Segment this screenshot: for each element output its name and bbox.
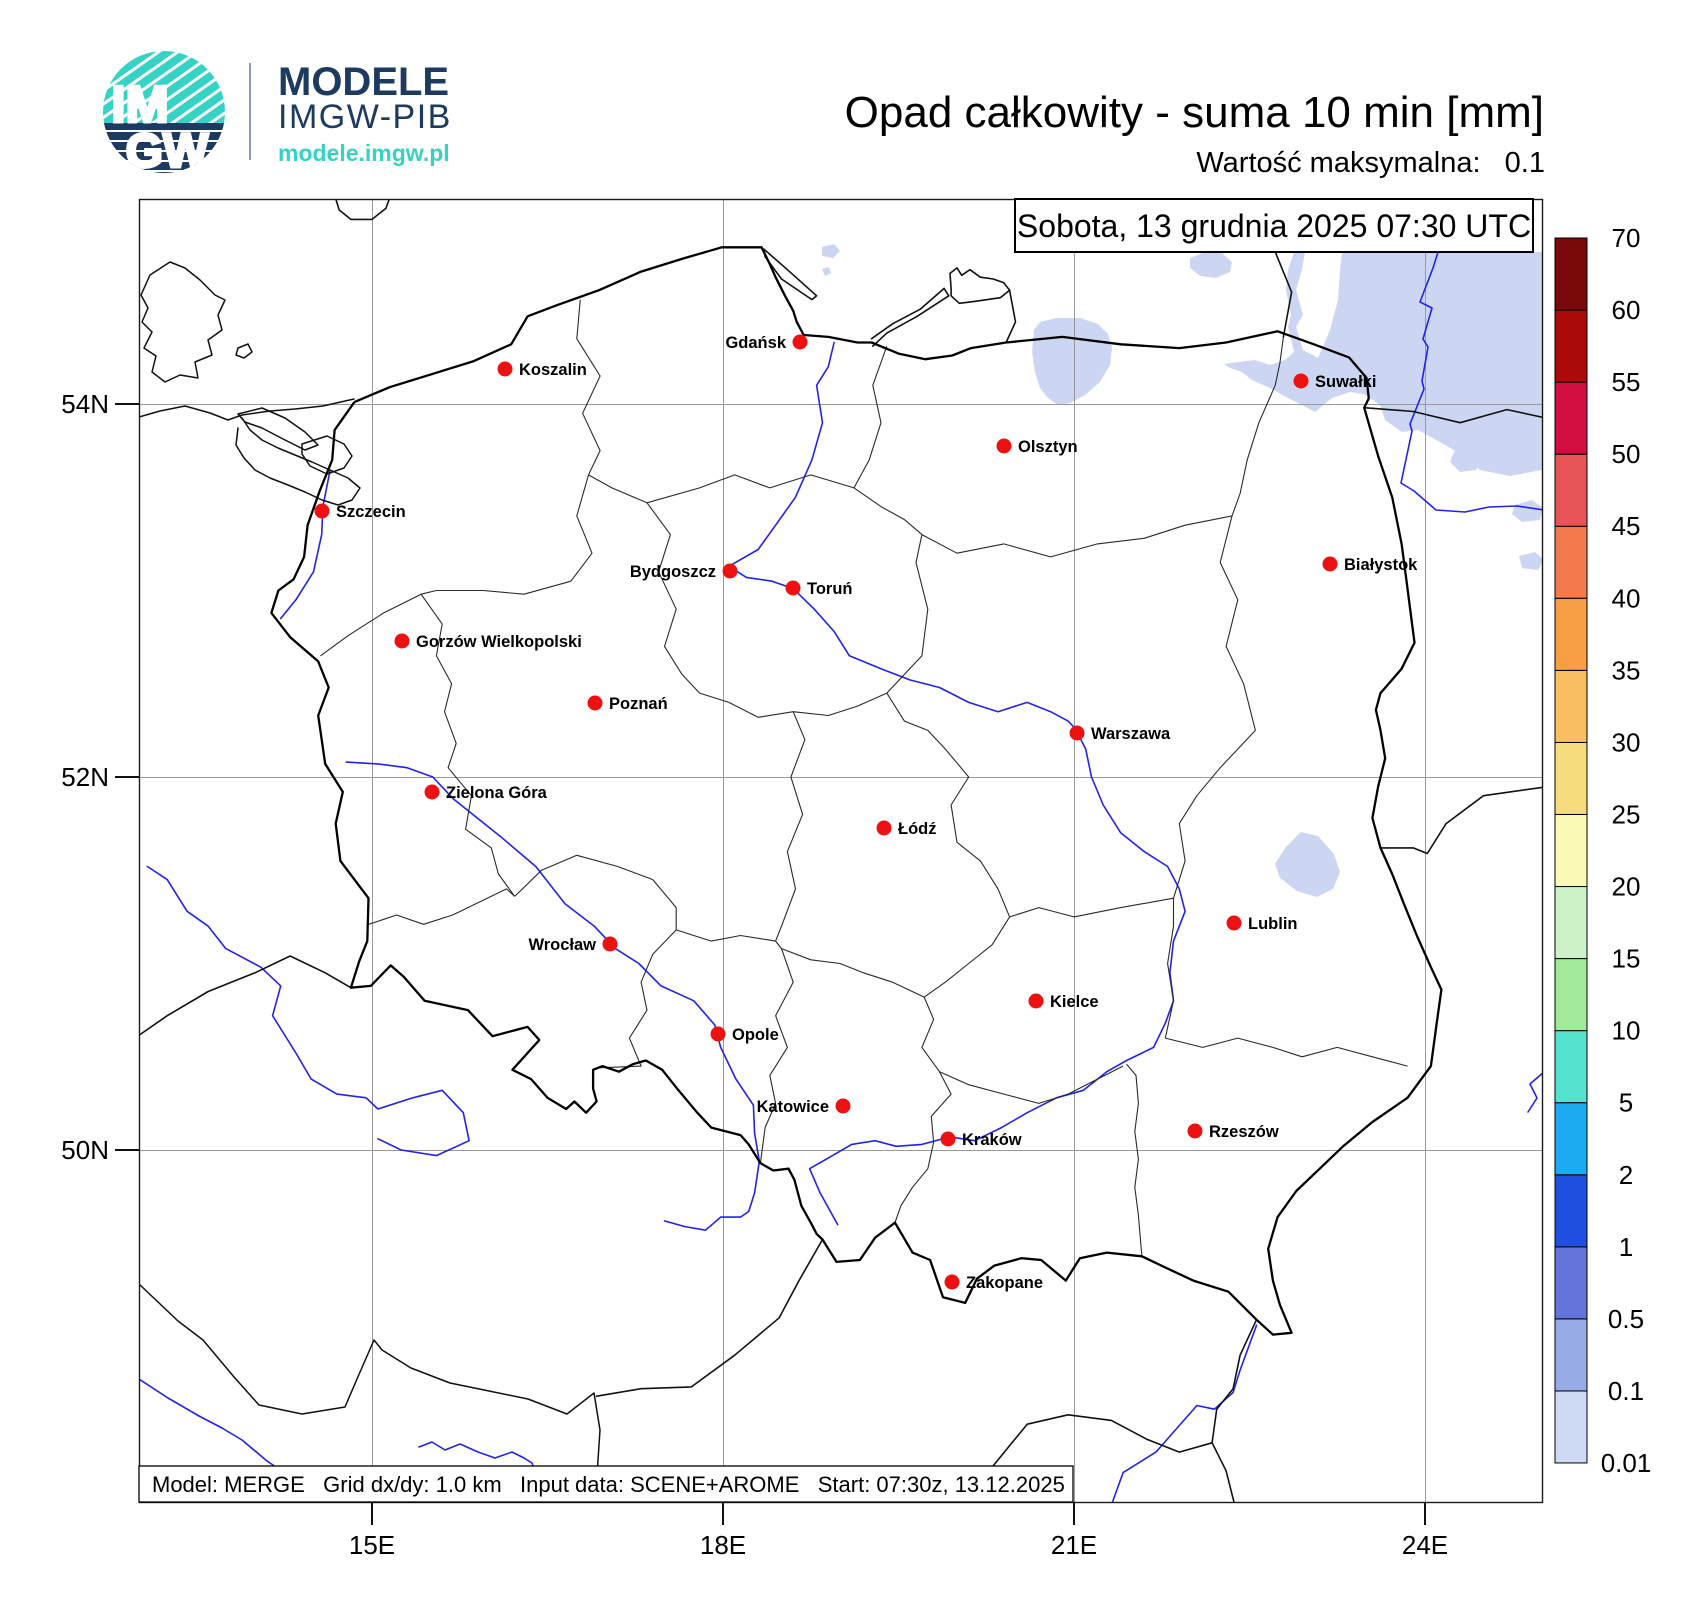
svg-text:10: 10 [1612,1016,1641,1046]
svg-text:50: 50 [1612,439,1641,469]
svg-text:Białystok: Białystok [1344,556,1418,574]
svg-text:15E: 15E [349,1530,395,1560]
svg-text:Bydgoszcz: Bydgoszcz [630,563,716,581]
svg-text:Opad całkowity - suma 10 min [: Opad całkowity - suma 10 min [mm] [845,88,1544,137]
svg-text:Katowice: Katowice [757,1098,829,1116]
svg-text:1: 1 [1619,1232,1633,1262]
svg-text:52N: 52N [61,762,109,792]
svg-text:IM: IM [111,76,169,134]
svg-text:55: 55 [1612,367,1641,397]
svg-text:Szczecin: Szczecin [336,503,406,521]
svg-text:2: 2 [1619,1160,1633,1190]
svg-text:60: 60 [1612,295,1641,325]
svg-text:Opole: Opole [732,1026,779,1044]
svg-text:5: 5 [1619,1088,1633,1118]
svg-text:Gdańsk: Gdańsk [725,334,786,352]
svg-text:Rzeszów: Rzeszów [1209,1123,1279,1141]
svg-text:Suwałki: Suwałki [1315,373,1376,391]
svg-text:MODELE: MODELE [278,60,449,104]
svg-text:Łódź: Łódź [898,820,937,838]
svg-text:modele.imgw.pl: modele.imgw.pl [278,140,450,166]
svg-text:15: 15 [1612,944,1641,974]
svg-text:Lublin: Lublin [1248,915,1297,933]
svg-text:Wrocław: Wrocław [528,936,596,954]
svg-text:Sobota, 13 grudnia 2025 07:30: Sobota, 13 grudnia 2025 07:30 UTC [1017,208,1531,244]
svg-text:70: 70 [1612,223,1641,253]
svg-text:24E: 24E [1402,1530,1448,1560]
svg-text:54N: 54N [61,389,109,419]
svg-text:Warszawa: Warszawa [1091,725,1171,743]
svg-text:35: 35 [1612,655,1641,685]
svg-text:Poznań: Poznań [609,695,668,713]
svg-text:Kraków: Kraków [962,1131,1022,1149]
svg-text:40: 40 [1612,583,1641,613]
svg-text:Zielona Góra: Zielona Góra [446,784,548,802]
svg-text:Model: MERGE Grid dx/dy: 1.0: Model: MERGE Grid dx/dy: 1.0 km Input da… [152,1472,1065,1497]
svg-text:50N: 50N [61,1135,109,1165]
svg-text:25: 25 [1612,800,1641,830]
svg-text:45: 45 [1612,511,1641,541]
svg-text:Kielce: Kielce [1050,993,1099,1011]
svg-text:21E: 21E [1051,1530,1097,1560]
svg-text:Zakopane: Zakopane [966,1274,1043,1292]
svg-text:18E: 18E [700,1530,746,1560]
svg-text:20: 20 [1612,872,1641,902]
svg-text:Gorzów Wielkopolski: Gorzów Wielkopolski [416,633,582,651]
svg-text:Wartość maksymalna: 0.1: Wartość maksymalna: 0.1 [1196,147,1545,179]
svg-text:0.5: 0.5 [1608,1304,1644,1334]
svg-text:30: 30 [1612,727,1641,757]
svg-text:0.01: 0.01 [1601,1448,1652,1478]
svg-text:0.1: 0.1 [1608,1376,1644,1406]
svg-text:IMGW-PIB: IMGW-PIB [278,98,452,136]
svg-text:Koszalin: Koszalin [519,361,587,379]
svg-text:Toruń: Toruń [807,580,853,598]
svg-text:Olsztyn: Olsztyn [1018,438,1078,456]
